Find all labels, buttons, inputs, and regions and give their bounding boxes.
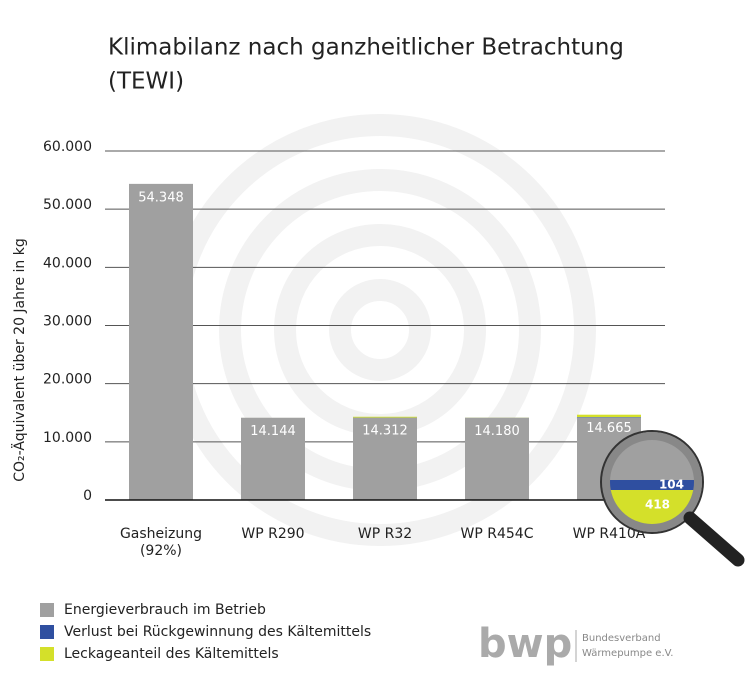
- bar-segment: [129, 183, 193, 500]
- data-label: 14.665: [586, 421, 632, 436]
- data-label: 14.180: [474, 424, 520, 439]
- x-tick-label: WP R410A: [573, 526, 646, 542]
- y-tick-label: 0: [83, 488, 92, 504]
- x-tick-label: Gasheizung (92%): [120, 526, 202, 559]
- y-tick-label: 40.000: [43, 255, 92, 271]
- bar-segment: [353, 417, 417, 500]
- legend-swatch: [40, 647, 54, 661]
- bar-segment: [577, 417, 641, 418]
- y-tick-label: 30.000: [43, 314, 92, 330]
- data-label: 14.144: [250, 424, 296, 439]
- legend-label: Verlust bei Rückgewinnung des Kältemitte…: [64, 624, 371, 640]
- logo-text: Bundesverband: [582, 633, 661, 644]
- logo-text: Wärmepumpe e.V.: [582, 648, 673, 659]
- zoom-label: 418: [645, 498, 670, 512]
- chart-title: Klimabilanz nach ganzheitlicher Betracht…: [108, 35, 624, 61]
- data-label: 14.312: [362, 423, 408, 438]
- legend-swatch: [40, 625, 54, 639]
- data-label: 54.348: [138, 190, 184, 205]
- y-tick-label: 50.000: [43, 197, 92, 213]
- x-tick-label: WP R290: [241, 526, 304, 542]
- zoom-label: 104: [659, 478, 684, 492]
- y-axis-label: CO₂-Äquivalent über 20 Jahre in kg: [10, 238, 28, 481]
- plot: 0 10.000 20.000 30.000 40.000 50.000 60.000 54.…: [43, 139, 665, 559]
- chart-title: (TEWI): [108, 69, 184, 95]
- bar-segment: [465, 417, 529, 500]
- y-tick-label: 60.000: [43, 139, 92, 155]
- logo-mark: bwp: [478, 621, 572, 667]
- bar-segment: [577, 414, 641, 418]
- legend-label: Leckageanteil des Kältemittels: [64, 646, 279, 662]
- bar-segment: [241, 417, 305, 500]
- y-tick-label: 10.000: [43, 430, 92, 446]
- x-tick-label: WP R32: [358, 526, 412, 542]
- bar-segment: [353, 416, 417, 418]
- legend-label: Energieverbrauch im Betrieb: [64, 602, 266, 618]
- x-tick-label: WP R454C: [461, 526, 534, 542]
- legend-swatch: [40, 603, 54, 617]
- y-tick-label: 20.000: [43, 372, 92, 388]
